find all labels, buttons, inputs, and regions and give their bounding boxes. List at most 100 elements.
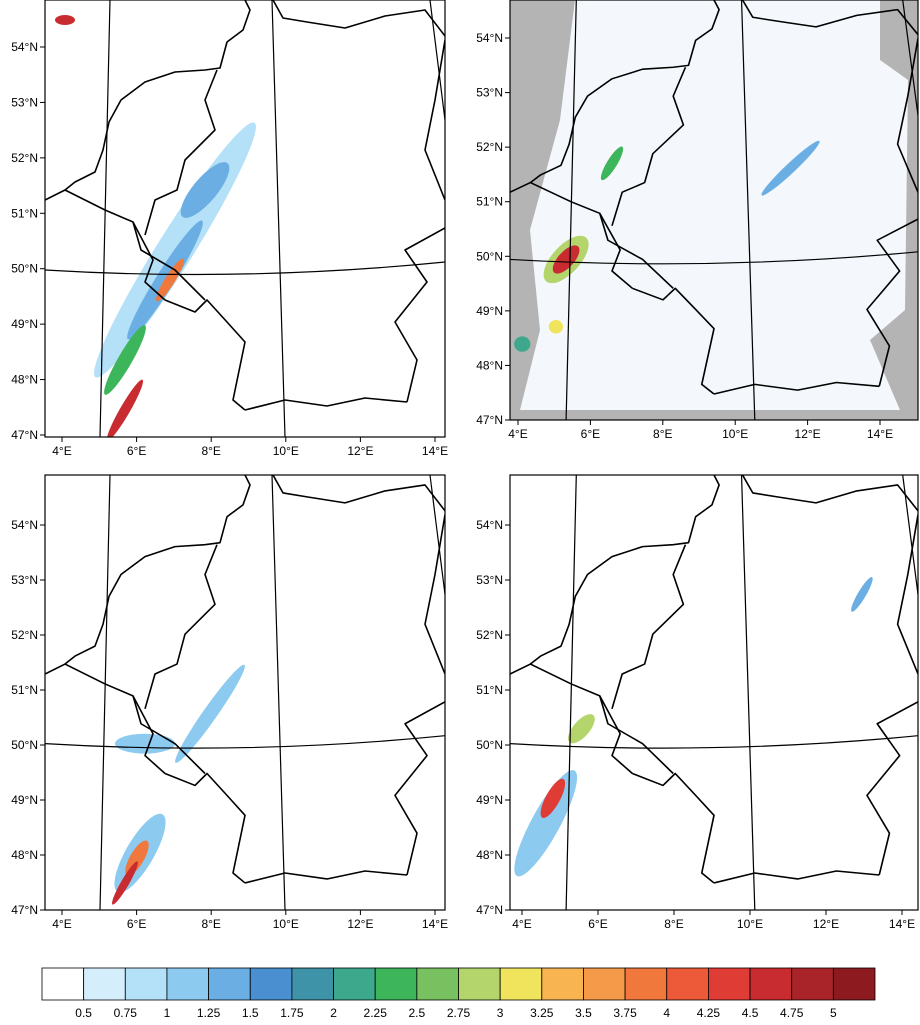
lon-label: 8°E [201,917,220,931]
lat-label: 53°N [476,86,503,100]
lat-label: 51°N [476,195,503,209]
colorbar-swatch [124,967,168,1001]
lon-label: 12°E [813,917,839,931]
map-panel [510,0,918,420]
colorbar-label: 3.75 [613,1006,637,1020]
lat-label: 54°N [11,40,38,54]
lat-label: 51°N [476,683,503,697]
colorbar-label: 4.5 [742,1006,759,1020]
colorbar-label: 4.75 [780,1006,804,1020]
lon-label: 12°E [347,444,373,458]
colorbar-label: 3.5 [575,1006,592,1020]
colorbar-swatch [832,967,876,1001]
lat-label: 50°N [11,738,38,752]
colorbar-swatch [708,967,751,1001]
lat-label: 49°N [476,304,503,318]
colorbar-swatch [499,967,543,1001]
lat-label: 50°N [476,738,503,752]
colorbar-swatch [624,967,668,1001]
lat-label: 48°N [11,848,38,862]
lat-label: 53°N [11,95,38,109]
lon-label: 10°E [722,427,748,441]
lat-label: 47°N [11,428,38,442]
colorbar-label: 2.25 [364,1006,388,1020]
lat-label: 48°N [11,373,38,387]
lat-label: 51°N [11,683,38,697]
colorbar-swatch [416,967,459,1001]
lat-label: 47°N [476,413,503,427]
colorbar-label: 3 [497,1006,504,1020]
colorbar-swatch [83,967,126,1001]
lon-label: 12°E [347,917,373,931]
lon-label: 8°E [201,444,220,458]
colorbar-swatch [458,967,501,1001]
lon-label: 6°E [127,444,146,458]
colorbar-swatch [166,967,209,1001]
lat-label: 52°N [476,140,503,154]
lat-label: 52°N [476,628,503,642]
colorbar-swatch [749,967,793,1001]
colorbar-swatch [541,967,584,1001]
colorbar-label: 1 [164,1006,171,1020]
lon-label: 14°E [889,917,915,931]
lat-label: 54°N [11,518,38,532]
lat-label: 48°N [476,358,503,372]
lat-label: 47°N [476,903,503,917]
lon-label: 4°E [508,427,527,441]
lon-label: 10°E [273,444,299,458]
colorbar-swatch [333,967,376,1001]
colorbar-swatch [249,967,293,1001]
colorbar-label: 2 [330,1006,337,1020]
lat-label: 48°N [476,848,503,862]
lat-label: 53°N [476,573,503,587]
colorbar-label: 1.5 [242,1006,259,1020]
lat-label: 49°N [11,793,38,807]
colorbar-label: 4 [663,1006,670,1020]
lon-label: 4°E [512,917,531,931]
lat-label: 50°N [476,249,503,263]
colorbar-label: 2.5 [409,1006,426,1020]
lat-label: 51°N [11,206,38,220]
colorbar-swatch [791,967,834,1001]
lon-label: 4°E [52,917,71,931]
panel-frame [44,474,446,911]
colorbar-swatch [374,967,418,1001]
colorbar-swatch [583,967,626,1001]
map-panel [510,475,918,910]
colorbar-label: 1.25 [197,1006,221,1020]
map-panel [45,0,445,437]
lat-label: 54°N [476,31,503,45]
colorbar-swatch [41,967,85,1001]
lat-label: 49°N [11,317,38,331]
lat-label: 54°N [476,518,503,532]
colorbar-swatch [666,967,709,1001]
lat-label: 50°N [11,262,38,276]
lon-label: 12°E [795,427,821,441]
lat-label: 52°N [11,151,38,165]
colorbar-label: 0.5 [75,1006,92,1020]
lon-label: 10°E [273,917,299,931]
colorbar-label: 3.25 [530,1006,554,1020]
map-panel [45,475,445,910]
colorbar-swatch [291,967,334,1001]
lat-label: 49°N [476,793,503,807]
colorbar-label: 1.75 [280,1006,304,1020]
lat-label: 47°N [11,903,38,917]
colorbar-label: 0.75 [114,1006,138,1020]
panel-frame [509,0,919,421]
colorbar-swatch [208,967,251,1001]
lon-label: 8°E [653,427,672,441]
panel-frame [509,474,919,911]
lon-label: 8°E [664,917,683,931]
panel-frame [44,0,446,438]
colorbar-label: 5 [830,1006,837,1020]
colorbar: 0.5 0.75 1 1.25 1.5 1.75 2 2.25 2.5 2.75 3 3.25 3.5 3… [41,967,876,1020]
colorbar-label: 4.25 [697,1006,721,1020]
lon-label: 6°E [581,427,600,441]
lat-label: 53°N [11,573,38,587]
lon-label: 14°E [867,427,893,441]
lon-label: 14°E [422,917,448,931]
lon-label: 6°E [588,917,607,931]
lon-label: 4°E [52,444,71,458]
colorbar-label: 2.75 [447,1006,471,1020]
